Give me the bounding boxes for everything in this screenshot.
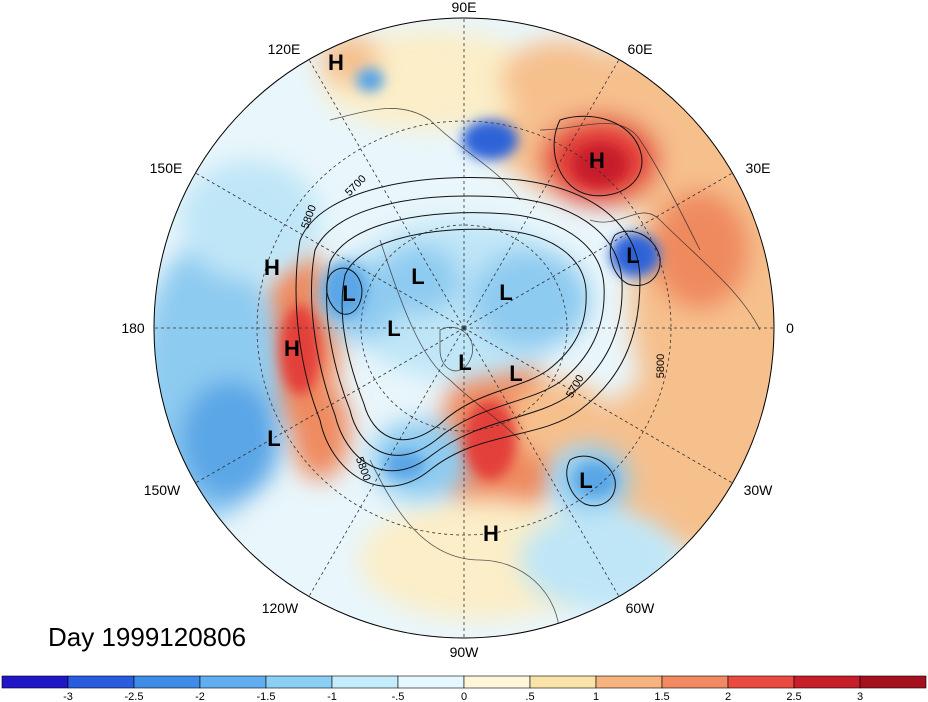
longitude-label: 30W — [744, 482, 774, 498]
low-pressure-label: L — [458, 350, 471, 375]
high-pressure-label: H — [589, 148, 605, 173]
longitude-label: 180 — [121, 320, 145, 336]
coastlines — [329, 108, 761, 638]
low-pressure-label: L — [411, 264, 424, 289]
longitude-label: 150W — [144, 482, 181, 498]
height-contours — [295, 115, 661, 507]
colorbar-tick-label: -.5 — [392, 691, 405, 702]
colorbar-swatch — [463, 675, 531, 689]
colorbar-swatch — [1, 675, 69, 689]
high-pressure-label: H — [264, 255, 280, 280]
colorbar-swatch — [727, 675, 795, 689]
colorbar-tick-label: 1.5 — [654, 691, 669, 702]
colorbar-swatch — [199, 675, 267, 689]
colorbar-swatch — [793, 675, 861, 689]
colorbar-tick-label: 1 — [593, 691, 599, 702]
low-pressure-label: L — [267, 426, 280, 451]
contour-value-label: 5800 — [655, 354, 667, 378]
low-pressure-label: L — [342, 281, 355, 306]
pressure-center-labels: H H H H H L L L L L L L L L — [264, 50, 640, 546]
colorbar-swatch — [859, 675, 927, 689]
colorbar-swatch — [67, 675, 135, 689]
colorbar-tick-label: -2 — [195, 691, 205, 702]
longitude-labels: 90E 60E 30E 0 30W 60W 90W 120W 150W 180 150E 120E — [121, 0, 794, 660]
low-pressure-label: L — [579, 468, 592, 493]
colorbar-swatch — [265, 675, 333, 689]
low-pressure-label: L — [387, 316, 400, 341]
high-pressure-label: H — [483, 521, 499, 546]
longitude-label: 0 — [786, 320, 794, 336]
colorbar-swatch — [595, 675, 663, 689]
longitude-label: 60E — [628, 41, 653, 57]
map-boundary — [153, 17, 775, 639]
longitude-label: 120E — [268, 41, 301, 57]
colorbar-tick-label: -1.5 — [257, 691, 276, 702]
longitude-label: 150E — [150, 160, 183, 176]
colorbar-swatch — [133, 675, 201, 689]
high-pressure-label: H — [284, 336, 300, 361]
colorbar-tick-label: 2 — [725, 691, 731, 702]
colorbar-tick-label: .5 — [525, 691, 534, 702]
colorbar-tick-label: -2.5 — [125, 691, 144, 702]
high-pressure-label: H — [328, 50, 344, 75]
colorbar-tick-label: 0 — [461, 691, 467, 702]
longitude-label: 60W — [626, 600, 656, 616]
colorbar-swatch — [529, 675, 597, 689]
low-pressure-label: L — [499, 280, 512, 305]
longitude-label: 120W — [262, 600, 299, 616]
graticule — [154, 18, 774, 638]
colorbar-tick-label: -1 — [327, 691, 337, 702]
colorbar-swatch — [331, 675, 399, 689]
colorbar-swatch — [661, 675, 729, 689]
low-pressure-label: L — [626, 243, 639, 268]
colorbar-tick-label: 2.5 — [786, 691, 801, 702]
longitude-label: 30E — [746, 160, 771, 176]
colorbar: -3 -2.5 -2 -1.5 -1 -.5 0 .5 1 1.5 2 2.5 3 — [1, 675, 927, 702]
longitude-label: 90W — [450, 644, 480, 660]
low-pressure-label: L — [509, 361, 522, 386]
colorbar-tick-label: 3 — [857, 691, 863, 702]
colorbar-tick-label: -3 — [63, 691, 73, 702]
day-label: Day 1999120806 — [48, 622, 246, 652]
colorbar-swatch — [397, 675, 465, 689]
longitude-label: 90E — [452, 0, 477, 15]
